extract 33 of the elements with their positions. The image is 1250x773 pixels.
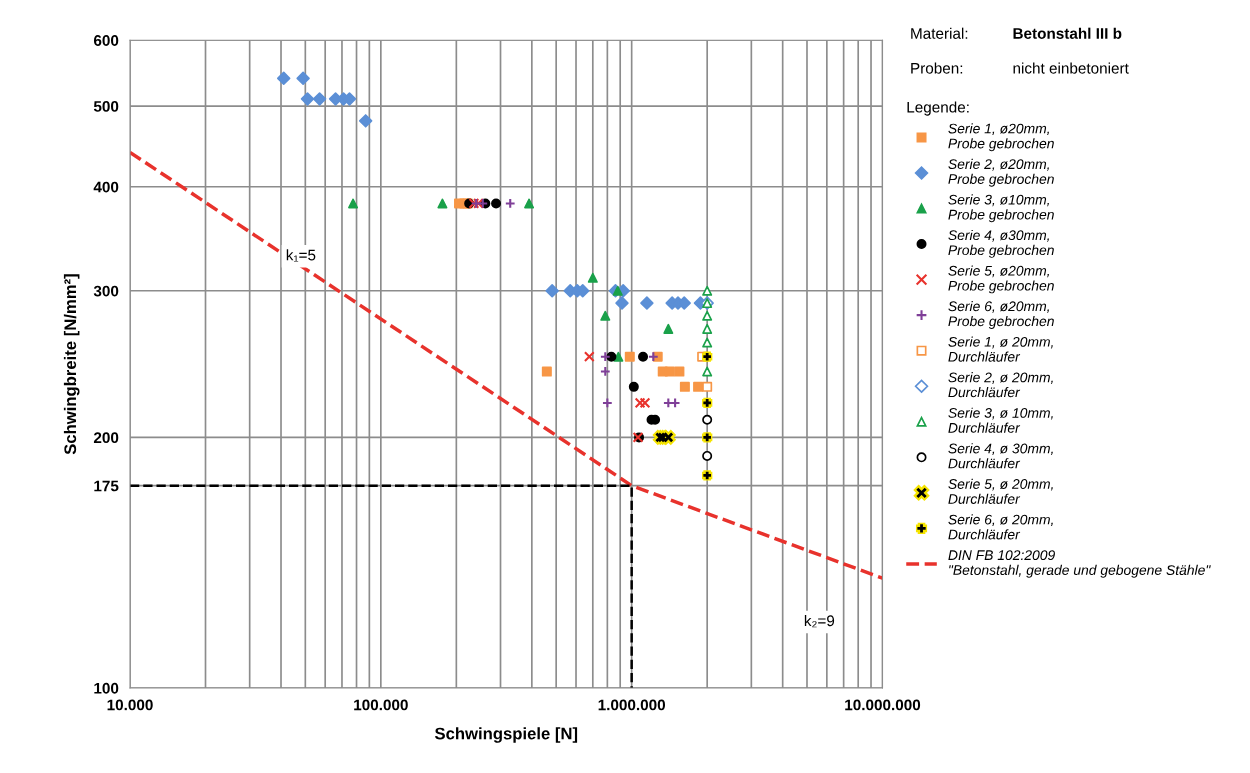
y-tick-label: 100 <box>94 682 119 694</box>
x-tick-label: 100.000 <box>354 699 408 711</box>
legend-label: Serie 5, ø 20mm, Durchläufer <box>948 478 1053 504</box>
legend-title: Legende: <box>907 101 969 116</box>
text: nicht einbetoniert <box>1013 62 1129 74</box>
legend-label: Serie 3, ø 10mm, Durchläufer <box>948 407 1053 433</box>
x-axis-title: Schwingspiele [N] <box>434 727 578 743</box>
y-tick-label: 600 <box>93 35 119 46</box>
legend-label: Serie 2, ø20mm, Probe gebrochen <box>948 158 1054 187</box>
legend-label: Serie 1, ø20mm, Probe gebrochen <box>948 123 1054 152</box>
legend-label: Serie 1, ø 20mm, Durchläufer <box>948 336 1053 362</box>
x-tick-label: 1.000.000 <box>598 699 666 711</box>
legend-label: Serie 3, ø10mm, Probe gebrochen <box>948 194 1054 223</box>
y-axis-title: Schwingbreite [N/mm²] <box>63 274 80 455</box>
annotation: k₁=5 <box>286 249 316 262</box>
legend-label: Serie 6, ø 20mm, Durchläufer <box>948 514 1053 540</box>
legend-label: Serie 4, ø 30mm, Durchläufer <box>948 443 1053 469</box>
legend-label: Serie 5, ø20mm, Probe gebrochen <box>948 265 1054 294</box>
y-tick-label: 300 <box>93 285 119 297</box>
legend-label: DIN FB 102:2009 "Betonstahl, gerade und gebogene Stähle" <box>948 550 1211 578</box>
x-tick-label: 10.000 <box>107 699 153 711</box>
text: Betonstahl III b <box>1013 27 1122 39</box>
legend-label: Serie 2, ø 20mm, Durchläufer <box>948 372 1053 398</box>
y-tick-label: 200 <box>93 432 119 444</box>
y-tick-label: 400 <box>93 181 119 193</box>
text: Proben: <box>911 62 963 74</box>
legend-label: Serie 6, ø20mm, Probe gebrochen <box>948 301 1054 329</box>
x-tick-label: 10.000.000 <box>845 699 921 711</box>
text: Material: <box>911 27 968 39</box>
legend-label: Serie 4, ø30mm, Probe gebrochen <box>948 229 1054 258</box>
y-tick-label: 500 <box>93 100 119 112</box>
y-tick-label: 175 <box>94 480 119 492</box>
annotation: k₂=9 <box>804 614 835 628</box>
